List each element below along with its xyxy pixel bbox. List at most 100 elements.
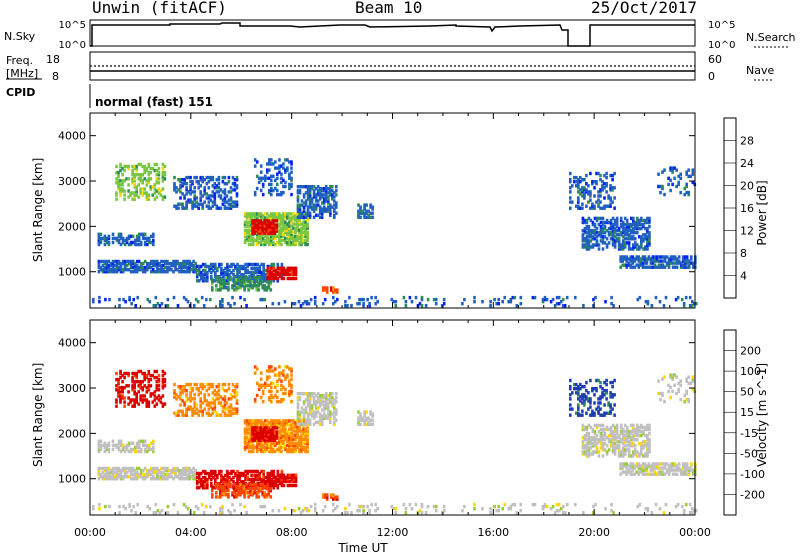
velocity-echo-cell bbox=[270, 399, 273, 404]
velocity-echo-cell bbox=[619, 440, 623, 444]
velocity-echo-cell bbox=[272, 419, 275, 423]
power-echo-cell bbox=[274, 270, 278, 275]
power-echo-cell bbox=[221, 175, 225, 180]
power-echo-cell bbox=[235, 186, 239, 190]
power-echo-cell bbox=[192, 265, 195, 270]
velocity-echo-cell bbox=[324, 392, 328, 396]
power-echo-cell bbox=[645, 261, 649, 265]
power-echo-cell bbox=[185, 200, 188, 204]
power-echo-cell bbox=[259, 178, 263, 182]
velocity-echo-cell bbox=[599, 442, 603, 446]
power-echo-cell bbox=[98, 300, 101, 304]
velocity-echo-cell bbox=[154, 470, 157, 475]
velocity-echo-cell bbox=[251, 482, 254, 487]
power-echo-cell bbox=[253, 280, 256, 284]
power-echo-cell bbox=[183, 196, 186, 200]
power-echo-cell bbox=[113, 263, 117, 268]
power-echo-cell bbox=[206, 279, 209, 283]
velocity-echo-cell bbox=[111, 466, 115, 471]
power-echo-cell bbox=[164, 261, 167, 266]
power-echo-cell bbox=[263, 219, 266, 223]
power-echo-cell bbox=[322, 187, 326, 191]
power-echo-cell bbox=[329, 203, 332, 207]
velocity-echo-cell bbox=[276, 473, 280, 477]
velocity-echo-cell bbox=[261, 399, 265, 404]
velocity-echo-cell bbox=[242, 482, 245, 486]
velocity-echo-cell bbox=[261, 383, 265, 387]
power-echo-cell bbox=[184, 261, 187, 266]
velocity-echo-cell bbox=[304, 429, 307, 433]
velocity-echo-cell bbox=[117, 394, 120, 398]
power-echo-cell bbox=[692, 263, 695, 267]
velocity-echo-cell bbox=[274, 367, 277, 371]
power-echo-cell bbox=[640, 226, 643, 231]
velocity-echo-cell bbox=[243, 419, 247, 423]
power-echo-cell bbox=[111, 236, 115, 241]
power-echo-cell bbox=[268, 176, 271, 180]
velocity-echo-cell bbox=[115, 466, 119, 471]
power-echo-cell bbox=[233, 178, 237, 182]
velocity-echo-cell bbox=[306, 396, 310, 400]
velocity-echo-cell bbox=[284, 429, 287, 433]
power-echo-cell bbox=[679, 190, 682, 195]
velocity-echo-cell bbox=[314, 406, 318, 410]
power-echo-cell bbox=[271, 302, 275, 306]
power-echo-cell bbox=[637, 259, 641, 263]
velocity-echo-cell bbox=[184, 468, 187, 473]
power-echo-cell bbox=[648, 224, 651, 229]
velocity-echo-cell bbox=[109, 475, 113, 479]
velocity-echo-cell bbox=[261, 445, 265, 450]
velocity-echo-cell bbox=[197, 473, 201, 478]
power-echo-cell bbox=[597, 204, 600, 208]
power-echo-cell bbox=[217, 288, 220, 292]
power-echo-cell bbox=[119, 193, 122, 197]
velocity-echo-cell bbox=[141, 443, 145, 448]
velocity-echo-cell bbox=[318, 402, 322, 406]
power-echo-cell bbox=[103, 259, 107, 264]
power-echo-cell bbox=[210, 275, 213, 279]
velocity-echo-cell bbox=[691, 511, 694, 515]
velocity-echo-cell bbox=[615, 444, 619, 448]
power-echo-cell bbox=[113, 259, 117, 264]
velocity-echo-cell bbox=[139, 380, 142, 384]
power-echo-cell bbox=[587, 239, 591, 243]
power-echo-cell bbox=[185, 204, 188, 208]
power-echo-cell bbox=[296, 226, 299, 230]
velocity-echo-cell bbox=[157, 394, 161, 398]
velocity-echo-cell bbox=[133, 447, 137, 452]
power-echo-cell bbox=[243, 288, 246, 292]
power-echo-cell bbox=[123, 179, 126, 183]
power-echo-cell bbox=[105, 261, 109, 266]
velocity-echo-cell bbox=[239, 489, 242, 493]
velocity-echo-cell bbox=[175, 413, 178, 417]
velocity-echo-cell bbox=[362, 504, 365, 509]
power-echo-cell bbox=[264, 273, 267, 277]
power-echo-cell bbox=[246, 264, 249, 269]
power-echo-cell bbox=[607, 233, 611, 237]
power-echo-cell bbox=[121, 173, 124, 177]
velocity-echo-cell bbox=[252, 477, 255, 482]
power-echo-cell bbox=[266, 216, 269, 220]
velocity-echo-cell bbox=[215, 385, 219, 389]
velocity-echo-cell bbox=[306, 414, 310, 418]
velocity-echo-cell bbox=[206, 471, 209, 476]
velocity-echo-cell bbox=[280, 397, 283, 402]
velocity-echo-cell bbox=[587, 442, 591, 446]
power-echo-cell bbox=[249, 212, 253, 216]
power-echo-cell bbox=[312, 205, 316, 209]
velocity-echo-cell bbox=[200, 502, 204, 507]
power-echo-cell bbox=[267, 229, 271, 233]
velocity-echo-cell bbox=[296, 441, 299, 445]
power-echo-cell bbox=[105, 238, 109, 243]
power-echo-cell bbox=[255, 236, 259, 241]
velocity-echo-cell bbox=[367, 420, 370, 424]
velocity-echo-cell bbox=[254, 469, 257, 474]
power-echo-cell bbox=[581, 233, 585, 237]
power-echo-cell bbox=[227, 198, 231, 202]
power-echo-cell bbox=[310, 185, 314, 189]
power-echo-cell bbox=[270, 174, 273, 178]
velocity-echo-cell bbox=[237, 491, 240, 495]
velocity-echo-cell bbox=[227, 495, 230, 499]
power-echo-cell bbox=[259, 164, 263, 168]
power-echo-cell bbox=[213, 186, 217, 190]
